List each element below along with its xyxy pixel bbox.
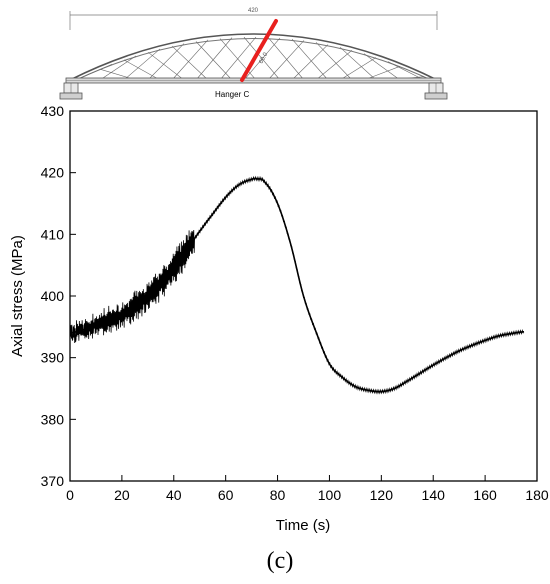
x-tick-label: 160 (473, 487, 497, 503)
hanger-line (387, 61, 425, 81)
x-tick-label: 0 (66, 487, 74, 503)
hanger-line (171, 39, 209, 81)
left-support (59, 82, 83, 100)
hanger-line (267, 37, 305, 81)
hanger-line (147, 43, 185, 81)
hanger-length-label: 60.0 (258, 51, 269, 65)
hanger-line (339, 46, 377, 81)
series-line-axial-stress (69, 177, 525, 393)
axial-stress-chart: 0 20 40 60 80 100 120 140 160 180 370 380 390 400 410… (9, 103, 549, 534)
hanger-line (195, 37, 233, 81)
hanger-line (315, 42, 353, 81)
x-tick-label: 180 (525, 487, 549, 503)
x-tick-label: 60 (218, 487, 234, 503)
y-tick-label: 370 (41, 473, 65, 489)
panel-label: (c) (267, 548, 294, 574)
y-tick-label: 420 (41, 165, 65, 181)
hanger-line (123, 59, 161, 81)
x-tick-label: 20 (114, 487, 130, 503)
hanger-network (75, 36, 425, 81)
right-support (424, 82, 448, 100)
y-tick-label: 430 (41, 103, 65, 119)
hanger-line (291, 38, 329, 81)
x-tick-label: 80 (270, 487, 286, 503)
x-axis-title: Time (s) (276, 517, 330, 534)
hanger-line (363, 53, 401, 81)
x-axis-ticks: 0 20 40 60 80 100 120 140 160 180 (66, 475, 549, 503)
hanger-line (147, 51, 185, 81)
hanger-line (195, 41, 233, 81)
span-label: 420 (248, 8, 259, 14)
x-tick-label: 120 (370, 487, 394, 503)
y-tick-label: 400 (41, 288, 65, 304)
hanger-line (171, 45, 209, 81)
hanger-c-highlight (240, 19, 278, 82)
hanger-line (315, 50, 353, 81)
hanger-line (99, 55, 137, 81)
y-tick-label: 380 (41, 411, 65, 427)
y-tick-label: 390 (41, 350, 65, 366)
y-axis-ticks: 370 380 390 400 410 420 430 (41, 103, 76, 489)
hanger-line (291, 44, 329, 81)
hanger-line (267, 40, 305, 81)
arch-rib-outer (69, 33, 438, 81)
x-tick-label: 40 (166, 487, 182, 503)
bridge-schematic: 420 60.0 Hanger C (59, 8, 448, 100)
arch-rib-inner (75, 38, 432, 81)
hanger-line (339, 57, 377, 81)
y-axis-title: Axial stress (MPa) (9, 235, 26, 357)
hanger-c-label: Hanger C (215, 90, 249, 99)
y-tick-label: 410 (41, 226, 65, 242)
series-noise-band (69, 175, 524, 395)
x-tick-label: 100 (318, 487, 342, 503)
hanger-line (75, 64, 113, 81)
hanger-line (243, 36, 281, 81)
hanger-line (123, 48, 161, 81)
x-tick-label: 140 (422, 487, 446, 503)
